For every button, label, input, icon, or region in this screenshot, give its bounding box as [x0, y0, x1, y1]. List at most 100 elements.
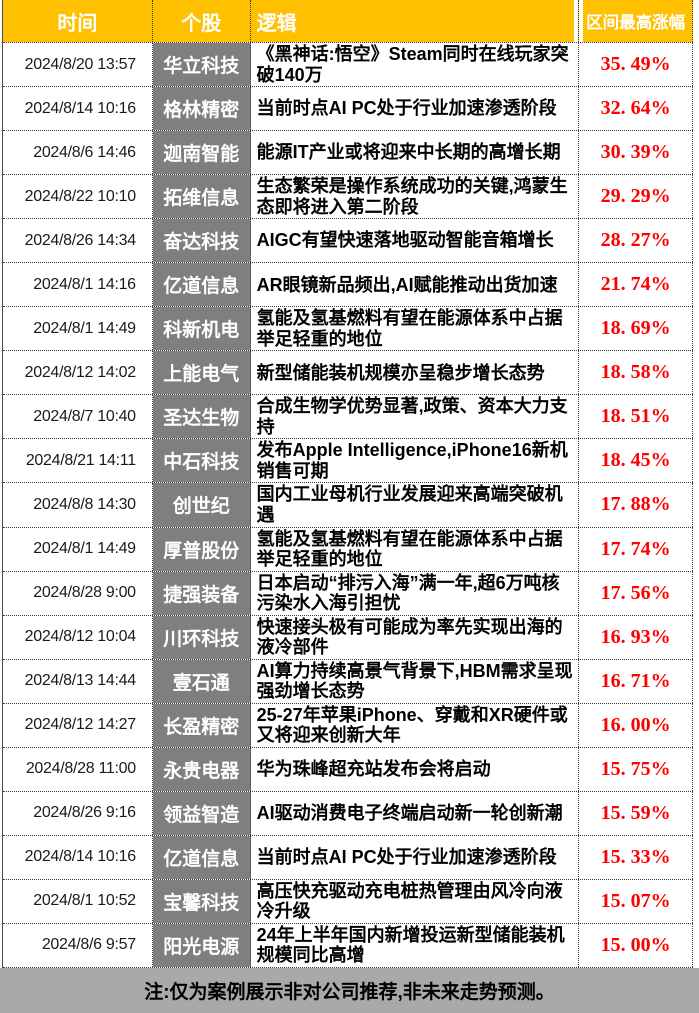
- logic-cell: AI驱动消费电子终端启动新一轮创新潮: [251, 791, 580, 835]
- logic-text: 快速接头极有可能成为率先实现出海的液冷部件: [256, 616, 563, 658]
- logic-text: 高压快充驱动充电桩热管理由风冷向液冷升级: [256, 880, 563, 922]
- time-cell: 2024/8/1 10:52: [3, 879, 153, 923]
- table-header-row: 时间 个股 逻辑 区间最高涨幅: [3, 0, 693, 43]
- time-cell: 2024/8/6 14:46: [3, 131, 153, 175]
- logic-cell: 日本启动“排污入海”满一年,超6万吨核污染水入海引担忧: [251, 571, 580, 615]
- stock-name-cell: 拓维信息: [152, 175, 251, 219]
- table-row: 2024/8/12 14:27 长盈精密 25-27年苹果iPhone、穿戴和X…: [3, 703, 693, 748]
- time-cell: 2024/8/26 9:16: [3, 791, 153, 835]
- time-cell: 2024/8/14 10:16: [3, 87, 153, 131]
- time-cell: 2024/8/12 14:02: [3, 351, 153, 395]
- logic-text: 氢能及氢基燃料有望在能源体系中占据举足轻重的地位: [256, 528, 563, 570]
- logic-cell: 《黑神话:悟空》Steam同时在线玩家突破140万: [251, 43, 580, 87]
- stock-name-cell: 亿道信息: [152, 835, 251, 879]
- max-gain-cell: 35. 49%: [579, 43, 693, 87]
- logic-cell: 发布Apple Intelligence,iPhone16新机销售可期: [251, 439, 580, 483]
- logic-text: AI驱动消费电子终端启动新一轮创新潮: [256, 803, 563, 824]
- max-gain-cell: 18. 58%: [579, 351, 693, 395]
- logic-text: 当前时点AI PC处于行业加速渗透阶段: [256, 98, 557, 119]
- table-row: 2024/8/6 9:57 阳光电源 24年上半年国内新增投运新型储能装机规模同…: [3, 923, 693, 968]
- stock-name-cell: 阳光电源: [152, 923, 251, 967]
- time-cell: 2024/8/6 9:57: [3, 923, 153, 967]
- table-row: 2024/8/1 14:49 厚普股份 氢能及氢基燃料有望在能源体系中占据举足轻…: [3, 527, 693, 572]
- table-row: 2024/8/1 10:52 宝馨科技 高压快充驱动充电桩热管理由风冷向液冷升级…: [3, 879, 693, 924]
- logic-text: 国内工业母机行业发展迎来高端突破机遇: [256, 484, 563, 525]
- logic-cell: 25-27年苹果iPhone、穿戴和XR硬件或又将迎来创新大年: [251, 703, 580, 747]
- max-gain-cell: 17. 74%: [579, 527, 693, 571]
- stock-name-cell: 中石科技: [152, 439, 251, 483]
- table-row: 2024/8/1 14:16 亿道信息 AR眼镜新品频出,AI赋能推动出货加速 …: [3, 263, 693, 308]
- logic-cell: AIGC有望快速落地驱动智能音箱增长: [251, 219, 580, 263]
- table-row: 2024/8/21 14:11 中石科技 发布Apple Intelligenc…: [3, 439, 693, 484]
- stock-name-cell: 长盈精密: [152, 703, 251, 747]
- logic-cell: 新型储能装机规模亦呈稳步增长态势: [251, 351, 580, 395]
- logic-text: 25-27年苹果iPhone、穿戴和XR硬件或又将迎来创新大年: [256, 704, 568, 746]
- max-gain-cell: 18. 51%: [579, 395, 693, 439]
- logic-text: 24年上半年国内新增投运新型储能装机规模同比高增: [256, 924, 565, 966]
- time-cell: 2024/8/28 11:00: [3, 747, 153, 791]
- table-row: 2024/8/28 11:00 永贵电器 华为珠峰超充站发布会将启动 15. 7…: [3, 747, 693, 792]
- time-cell: 2024/8/12 14:27: [3, 703, 153, 747]
- stock-name-cell: 创世纪: [152, 483, 251, 527]
- table-row: 2024/8/28 9:00 捷强装备 日本启动“排污入海”满一年,超6万吨核污…: [3, 571, 693, 616]
- max-gain-cell: 16. 00%: [579, 703, 693, 747]
- column-header-stock: 个股: [152, 0, 251, 42]
- logic-cell: 24年上半年国内新增投运新型储能装机规模同比高增: [251, 923, 580, 967]
- time-cell: 2024/8/14 10:16: [3, 835, 153, 879]
- table-row: 2024/8/14 10:16 格林精密 当前时点AI PC处于行业加速渗透阶段…: [3, 87, 693, 132]
- time-cell: 2024/8/1 14:49: [3, 527, 153, 571]
- logic-cell: 生态繁荣是操作系统成功的关键,鸿蒙生态即将进入第二阶段: [251, 175, 580, 219]
- stock-name-cell: 迦南智能: [152, 131, 251, 175]
- stock-name-cell: 亿道信息: [152, 263, 251, 307]
- stock-name-cell: 壹石通: [152, 659, 251, 703]
- time-cell: 2024/8/8 14:30: [3, 483, 153, 527]
- column-header-max-gain: 区间最高涨幅: [579, 0, 693, 42]
- logic-text: AI算力持续高景气背景下,HBM需求呈现强劲增长态势: [256, 660, 573, 702]
- time-cell: 2024/8/28 9:00: [3, 571, 153, 615]
- logic-cell: 当前时点AI PC处于行业加速渗透阶段: [251, 835, 580, 879]
- stock-name-cell: 捷强装备: [152, 571, 251, 615]
- table-row: 2024/8/7 10:40 圣达生物 合成生物学优势显著,政策、资本大力支持 …: [3, 395, 693, 440]
- max-gain-cell: 15. 59%: [579, 791, 693, 835]
- column-header-logic: 逻辑: [250, 0, 580, 42]
- time-cell: 2024/8/7 10:40: [3, 395, 153, 439]
- time-cell: 2024/8/22 10:10: [3, 175, 153, 219]
- time-cell: 2024/8/1 14:49: [3, 307, 153, 351]
- table-body: 2024/8/20 13:57 华立科技 《黑神话:悟空》Steam同时在线玩家…: [3, 43, 693, 968]
- table-row: 2024/8/14 10:16 亿道信息 当前时点AI PC处于行业加速渗透阶段…: [3, 835, 693, 880]
- max-gain-cell: 21. 74%: [579, 263, 693, 307]
- logic-cell: 快速接头极有可能成为率先实现出海的液冷部件: [251, 615, 580, 659]
- logic-cell: 氢能及氢基燃料有望在能源体系中占据举足轻重的地位: [251, 307, 580, 351]
- max-gain-cell: 30. 39%: [579, 131, 693, 175]
- logic-text: 发布Apple Intelligence,iPhone16新机销售可期: [256, 440, 568, 481]
- logic-text: 能源IT产业或将迎来中长期的高增长期: [256, 142, 561, 163]
- table-row: 2024/8/8 14:30 创世纪 国内工业母机行业发展迎来高端突破机遇 17…: [3, 483, 693, 528]
- max-gain-cell: 29. 29%: [579, 175, 693, 219]
- logic-text: AR眼镜新品频出,AI赋能推动出货加速: [256, 274, 558, 295]
- logic-text: AIGC有望快速落地驱动智能音箱增长: [256, 230, 554, 251]
- time-cell: 2024/8/1 14:16: [3, 263, 153, 307]
- table-row: 2024/8/6 14:46 迦南智能 能源IT产业或将迎来中长期的高增长期 3…: [3, 131, 693, 176]
- max-gain-cell: 18. 69%: [579, 307, 693, 351]
- stock-gain-table: 时间 个股 逻辑 区间最高涨幅 2024/8/20 13:57 华立科技 《黑神…: [2, 0, 693, 968]
- max-gain-cell: 16. 93%: [579, 615, 693, 659]
- time-cell: 2024/8/26 14:34: [3, 219, 153, 263]
- max-gain-cell: 16. 71%: [579, 659, 693, 703]
- table-row: 2024/8/12 10:04 川环科技 快速接头极有可能成为率先实现出海的液冷…: [3, 615, 693, 660]
- table-row: 2024/8/20 13:57 华立科技 《黑神话:悟空》Steam同时在线玩家…: [3, 43, 693, 88]
- max-gain-cell: 17. 56%: [579, 571, 693, 615]
- max-gain-cell: 32. 64%: [579, 87, 693, 131]
- max-gain-cell: 15. 75%: [579, 747, 693, 791]
- disclaimer-note: 注:仅为案例展示非对公司推荐,非未来走势预测。: [0, 968, 699, 1013]
- logic-cell: 合成生物学优势显著,政策、资本大力支持: [251, 395, 580, 439]
- table-row: 2024/8/26 14:34 奋达科技 AIGC有望快速落地驱动智能音箱增长 …: [3, 219, 693, 264]
- stock-name-cell: 格林精密: [152, 87, 251, 131]
- logic-text: 华为珠峰超充站发布会将启动: [256, 759, 491, 780]
- logic-cell: 氢能及氢基燃料有望在能源体系中占据举足轻重的地位: [251, 527, 580, 571]
- table-row: 2024/8/26 9:16 领益智造 AI驱动消费电子终端启动新一轮创新潮 1…: [3, 791, 693, 836]
- stock-name-cell: 华立科技: [152, 43, 251, 87]
- logic-cell: 国内工业母机行业发展迎来高端突破机遇: [251, 483, 580, 527]
- max-gain-cell: 28. 27%: [579, 219, 693, 263]
- max-gain-cell: 18. 45%: [579, 439, 693, 483]
- stock-name-cell: 科新机电: [152, 307, 251, 351]
